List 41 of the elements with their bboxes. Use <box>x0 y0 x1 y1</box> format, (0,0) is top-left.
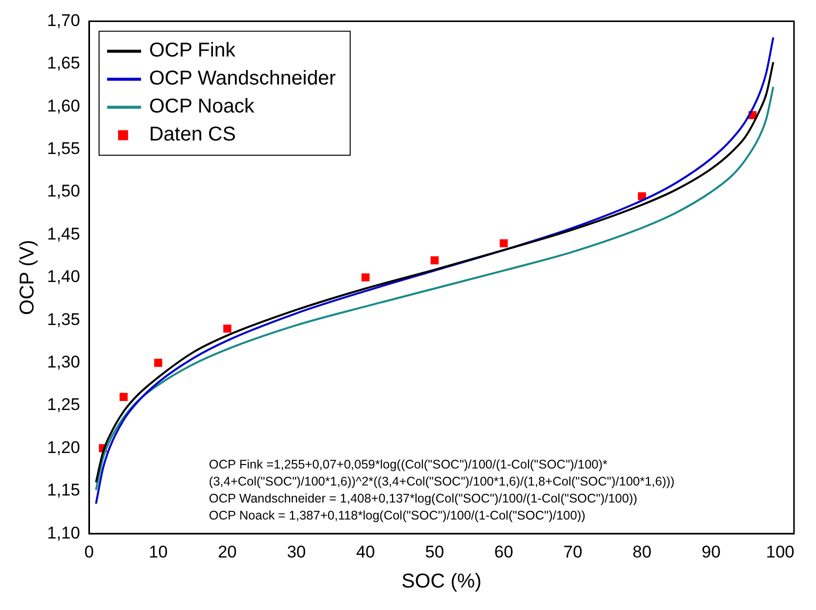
y-tick-label: 1,25 <box>46 395 80 414</box>
x-axis-title: SOC (%) <box>402 570 482 593</box>
point <box>500 239 508 248</box>
point <box>430 256 439 264</box>
y-tick-label: 1,40 <box>46 267 80 286</box>
y-tick-label: 1,60 <box>46 96 80 116</box>
point <box>223 324 232 333</box>
x-tick-label: 30 <box>286 542 306 562</box>
legend-label: OCP Wandschneider <box>149 68 336 90</box>
point <box>154 358 162 367</box>
y-tick-label: 1,20 <box>46 438 80 457</box>
x-tick-label: 70 <box>563 542 582 562</box>
x-tick-label: 90 <box>702 542 721 562</box>
legend-label: OCP Noack <box>149 96 256 118</box>
x-tick-label: 50 <box>425 542 444 562</box>
x-tick-label: 0 <box>84 542 94 562</box>
annotation: OCP Noack = 1,387+0,118*log(Col("SOC")/100/(1-Col("SOC")/100)) <box>208 508 586 523</box>
x-tick-label: 20 <box>218 542 237 562</box>
x-tick-label: 60 <box>494 542 514 562</box>
x-tick-label: 10 <box>148 542 168 562</box>
y-tick-label: 1,45 <box>46 224 80 244</box>
annotation: OCP Fink =1,255+0,07+0,059*log((Col("SOC")/100/(1-Col("SOC")/100)* <box>208 458 608 472</box>
x-tick-label: 80 <box>632 542 652 562</box>
point <box>361 273 370 282</box>
point <box>638 192 646 200</box>
x-tick-label: 100 <box>766 542 794 562</box>
y-tick-label: 1,15 <box>46 480 80 500</box>
y-tick-label: 1,10 <box>46 523 80 542</box>
point <box>120 392 128 401</box>
legend-label: OCP Fink <box>149 40 236 62</box>
annotation: (3,4+Col("SOC")/100*1,6))^2*((3,4+Col("SOC")/100*1,6)/(1,8+Col("SOC")/100*1,6))) <box>208 474 675 489</box>
x-tick-label: 40 <box>356 542 375 562</box>
y-axis-title: OCP (V) <box>16 240 39 315</box>
y-tick-label: 1,30 <box>46 352 80 372</box>
y-tick-label: 1,50 <box>46 182 80 201</box>
y-tick-label: 1,55 <box>46 138 80 158</box>
y-tick-label: 1,35 <box>46 310 80 329</box>
annotation: OCP Wandschneider = 1,408+0,137*log(Col("SOC")/100/(1-Col("SOC")/100)) <box>208 492 638 506</box>
y-tick-label: 1,65 <box>46 54 80 73</box>
y-tick-label: 1,70 <box>46 10 80 30</box>
legend-label: Daten CS <box>149 124 236 146</box>
